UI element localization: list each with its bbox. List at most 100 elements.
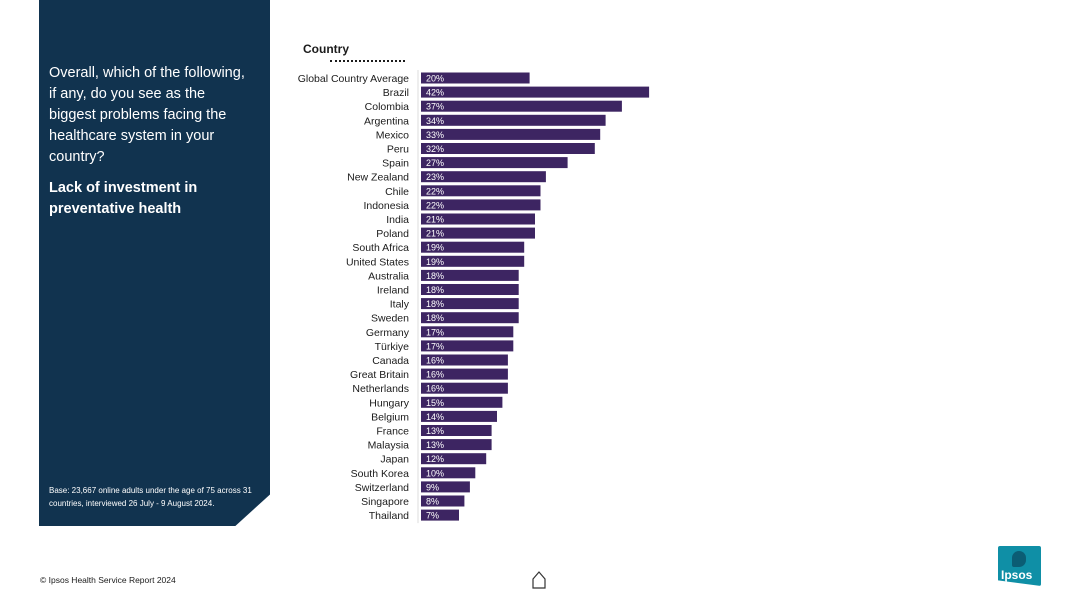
data-label: 20% [426, 74, 444, 84]
bar [421, 340, 514, 352]
category-label: New Zealand [347, 172, 409, 184]
category-label: Germany [366, 327, 410, 339]
data-label: 18% [426, 271, 444, 281]
bar [421, 171, 546, 183]
category-label: Malaysia [368, 440, 410, 452]
bar [421, 439, 492, 451]
bar [421, 241, 525, 253]
data-label: 13% [426, 426, 444, 436]
bar [421, 368, 508, 380]
bar [421, 128, 601, 140]
bar [421, 269, 519, 281]
category-label: India [386, 214, 409, 226]
data-label: 16% [426, 384, 444, 394]
category-label: Indonesia [363, 200, 409, 212]
ipsos-logo: Ipsos [998, 546, 1041, 586]
category-label: Argentina [364, 115, 409, 127]
category-label: Canada [372, 355, 409, 367]
data-label: 21% [426, 215, 444, 225]
bar [421, 213, 535, 225]
category-label: United States [346, 256, 409, 268]
bar [421, 481, 470, 493]
category-label: Hungary [369, 397, 409, 409]
data-label: 21% [426, 229, 444, 239]
chart-subtitle: Lack of investment in preventative healt… [49, 180, 198, 217]
category-label: South Korea [351, 468, 410, 480]
country-column-header: Country [303, 42, 349, 56]
logo-mark [1012, 551, 1026, 567]
bar [421, 199, 541, 211]
data-label: 19% [426, 243, 444, 253]
bar [421, 453, 487, 465]
data-label: 16% [426, 356, 444, 366]
category-label: Mexico [376, 129, 409, 141]
bar [421, 227, 535, 239]
header-underline [330, 60, 405, 62]
category-label: Global Country Average [298, 73, 409, 85]
data-label: 16% [426, 370, 444, 380]
category-label: Colombia [365, 101, 410, 113]
data-label: 9% [426, 482, 439, 492]
category-label: Switzerland [355, 482, 409, 494]
data-label: 15% [426, 398, 444, 408]
category-label: Poland [376, 228, 409, 240]
category-label: Sweden [371, 313, 409, 325]
copyright-footer: © Ipsos Health Service Report 2024 [40, 575, 176, 585]
bar [421, 86, 650, 98]
category-label: Peru [387, 144, 409, 156]
bar [421, 382, 508, 394]
data-label: 32% [426, 144, 444, 154]
bar [421, 326, 514, 338]
data-label: 10% [426, 468, 444, 478]
category-label: Ireland [377, 285, 409, 297]
home-icon[interactable] [532, 571, 546, 594]
data-label: 18% [426, 313, 444, 323]
question-text: Overall, which of the following, if any,… [49, 65, 245, 165]
logo-text: Ipsos [1001, 568, 1033, 582]
bar [421, 114, 606, 126]
category-label: Italy [390, 299, 410, 311]
side-panel: Overall, which of the following, if any,… [39, 0, 270, 526]
bar [421, 72, 530, 84]
category-label: France [376, 426, 409, 438]
category-label: Australia [368, 270, 409, 282]
data-label: 8% [426, 497, 439, 507]
bar-chart: Global Country Average 20% Brazil 42% Colomb… [298, 70, 650, 524]
category-label: Netherlands [352, 383, 409, 395]
data-label: 19% [426, 257, 444, 267]
bar [421, 495, 465, 507]
bar [421, 255, 525, 267]
data-label: 22% [426, 200, 444, 210]
data-label: 37% [426, 102, 444, 112]
data-label: 34% [426, 116, 444, 126]
bar [421, 185, 541, 197]
category-label: South Africa [352, 242, 409, 254]
bar [421, 509, 459, 521]
category-label: Great Britain [350, 369, 409, 381]
category-label: Singapore [361, 496, 409, 508]
data-label: 42% [426, 88, 444, 98]
bar [421, 298, 519, 310]
bar [421, 396, 503, 408]
data-label: 18% [426, 285, 444, 295]
bar [421, 467, 476, 479]
data-label: 7% [426, 511, 439, 521]
base-note: Base: 23,667 online adults under the age… [49, 486, 252, 508]
data-label: 33% [426, 130, 444, 140]
data-label: 27% [426, 158, 444, 168]
bar [421, 284, 519, 295]
bar [421, 312, 519, 324]
category-label: Türkiye [375, 341, 410, 353]
data-label: 13% [426, 440, 444, 450]
category-label: Brazil [383, 87, 409, 99]
data-label: 23% [426, 172, 444, 182]
data-label: 17% [426, 341, 444, 351]
category-label: Japan [380, 454, 409, 466]
category-label: Thailand [369, 510, 409, 522]
data-label: 17% [426, 327, 444, 337]
bar [421, 425, 492, 436]
data-label: 22% [426, 186, 444, 196]
category-label: Chile [385, 186, 409, 198]
bar [421, 100, 622, 112]
data-label: 18% [426, 299, 444, 309]
